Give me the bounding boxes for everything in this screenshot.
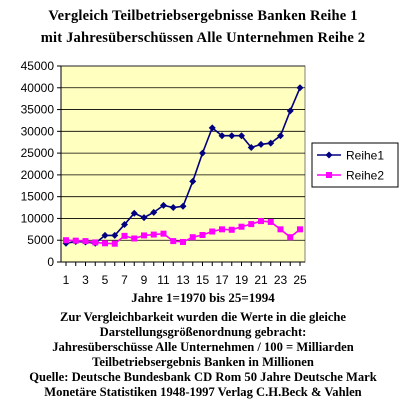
data-point	[189, 177, 197, 185]
y-tick-label: 5000	[27, 233, 54, 247]
caption-line-3: Jahresüberschüsse Alle Unternehmen / 100…	[52, 340, 354, 355]
legend-marker	[325, 151, 333, 159]
caption-line-4: Teilbetriebsergebnis Banken in Millionen	[92, 355, 314, 370]
data-point	[102, 240, 108, 247]
data-point	[247, 143, 255, 151]
data-point	[189, 234, 196, 241]
data-point	[296, 84, 304, 92]
x-tick-label: 9	[141, 273, 148, 287]
x-tick-label: 23	[274, 273, 288, 287]
data-point	[267, 139, 275, 147]
data-point	[141, 232, 147, 239]
x-tick-label: 3	[82, 273, 89, 287]
x-tick-label: 5	[102, 273, 109, 287]
data-point	[131, 235, 138, 242]
y-tick-label: 10000	[21, 211, 55, 225]
data-point	[140, 214, 148, 222]
y-tick-label: 40000	[21, 81, 55, 95]
x-tick-label: 17	[215, 273, 229, 287]
data-point	[101, 231, 109, 239]
x-tick-label: 1	[63, 273, 70, 287]
data-point	[82, 238, 89, 245]
data-point	[199, 149, 206, 157]
data-point	[199, 231, 206, 238]
data-point	[248, 221, 255, 228]
data-point	[257, 140, 265, 148]
caption-line-6: Monetäre Statistiken 1948-1997 Verlag C.…	[44, 385, 362, 400]
x-tick-label: 11	[157, 273, 170, 287]
legend	[311, 142, 399, 188]
x-axis-label: Jahre 1=1970 bis 25=1994	[131, 290, 275, 305]
caption-line-1: Zur Vergleichbarkeit wurden die Werte in…	[59, 310, 347, 324]
data-point	[160, 201, 167, 209]
data-point	[258, 218, 264, 225]
data-point	[277, 226, 284, 233]
data-point	[267, 218, 274, 225]
caption-line-5: Quelle: Deutsche Bundesbank CD Rom 50 Ja…	[29, 370, 377, 385]
data-point	[208, 124, 216, 132]
data-point	[218, 132, 226, 140]
legend-label: Reihe2	[346, 169, 384, 183]
y-tick-label: 20000	[21, 168, 55, 182]
caption: Zur Vergleichbarkeit wurden die Werte in…	[0, 310, 406, 401]
x-tick-label: 19	[235, 273, 249, 287]
data-point	[150, 231, 157, 238]
data-point	[297, 226, 303, 233]
data-point	[228, 226, 235, 233]
x-tick-label: 21	[254, 273, 268, 287]
data-point	[121, 221, 128, 229]
data-point	[170, 238, 177, 245]
data-point	[277, 132, 284, 140]
x-tick-label: 25	[293, 273, 307, 287]
legend-marker	[326, 172, 332, 178]
y-tick-label: 45000	[21, 59, 55, 73]
data-point	[111, 231, 119, 239]
chart-subtitle: mit Jahresüberschüssen Alle Unternehmen …	[40, 30, 366, 46]
data-point	[92, 239, 99, 246]
caption-line-2: Darstellungsgrößenordnung gebracht:	[99, 325, 307, 340]
data-point	[287, 234, 294, 241]
chart-title: Vergleich Teilbetriebsergebnisse Banken …	[48, 8, 358, 24]
data-point	[169, 204, 177, 212]
plot-area	[60, 65, 306, 263]
data-point	[63, 237, 69, 244]
y-tick-label: 15000	[21, 190, 55, 204]
data-point	[228, 132, 236, 140]
y-tick-label: 35000	[21, 103, 55, 117]
x-tick-label: 15	[196, 273, 210, 287]
data-point	[121, 232, 128, 239]
data-point	[179, 202, 187, 210]
data-point	[219, 226, 225, 233]
data-point	[130, 209, 138, 217]
data-point	[150, 208, 158, 216]
data-point	[180, 238, 186, 245]
data-point	[72, 237, 79, 244]
data-point	[111, 240, 118, 247]
y-tick-label: 30000	[21, 124, 55, 138]
legend-label: Reihe1	[346, 149, 384, 163]
y-tick-label: 0	[47, 255, 54, 269]
data-point	[238, 223, 245, 230]
x-tick-label: 7	[121, 273, 128, 287]
y-tick-label: 25000	[21, 146, 55, 160]
data-point	[238, 132, 245, 140]
data-point	[286, 107, 294, 115]
x-tick-label: 13	[176, 273, 190, 287]
data-point	[209, 228, 216, 235]
data-point	[160, 230, 167, 237]
line-chart: 0 5000 10000 15000 20000 25000 30000 35000 40000…	[21, 59, 399, 287]
